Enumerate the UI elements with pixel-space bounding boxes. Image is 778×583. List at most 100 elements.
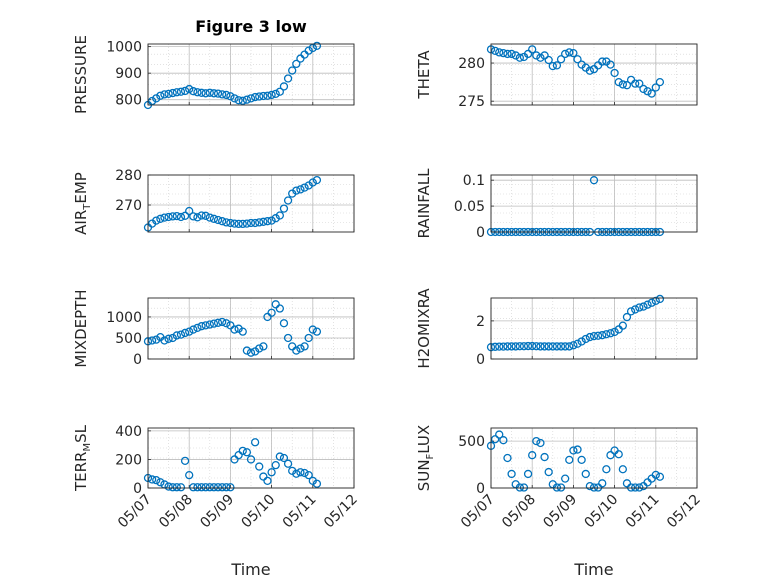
data-point [283, 333, 293, 343]
y-tick-label: 1000 [106, 40, 142, 56]
data-point [172, 88, 181, 97]
data-point [536, 53, 545, 62]
data-point [631, 305, 640, 314]
data-point [589, 331, 599, 341]
data-point [213, 215, 223, 225]
y-tick-label: 200 [115, 452, 142, 468]
data-point [242, 219, 252, 228]
panel-mixdepth: 0 500 1000 MIXDEPTH [72, 289, 355, 368]
data-point [164, 89, 173, 99]
data-point [189, 212, 198, 221]
x-tick-label: 05/12 [321, 492, 361, 532]
data-point [292, 59, 301, 69]
data-point [511, 51, 520, 60]
data-point [495, 430, 504, 439]
data-point [185, 327, 194, 336]
data-point [503, 453, 512, 463]
data-point [193, 483, 202, 492]
data-point [226, 92, 235, 101]
data-point [197, 322, 206, 331]
data-point [164, 334, 173, 343]
data-point [189, 325, 198, 334]
data-point [635, 303, 644, 312]
data-point [185, 206, 194, 216]
data-point [308, 325, 317, 334]
data-point [585, 332, 595, 342]
data-point [499, 436, 508, 445]
data-point [176, 483, 186, 492]
data-point [218, 317, 227, 327]
data-point [238, 96, 247, 105]
data-point [602, 330, 611, 339]
panel-pressure: 800 900 1000 PRESSURE [72, 35, 355, 114]
data-point [561, 342, 570, 351]
data-point [189, 87, 198, 96]
data-point [581, 334, 590, 344]
y-tick-label: 0 [476, 225, 485, 241]
data-point [147, 336, 157, 345]
x-axis-label-right: Time [573, 560, 613, 579]
x-tick-label: 05/09 [540, 492, 580, 532]
data-point [614, 77, 623, 87]
data-point [585, 66, 595, 75]
data-point [234, 450, 243, 460]
data-point [655, 77, 665, 87]
y-tick-label: 0 [476, 481, 485, 497]
y-tick-label: 0.1 [463, 173, 485, 189]
data-point [300, 468, 309, 478]
data-point [631, 79, 640, 88]
data-point [201, 211, 210, 220]
data-point [552, 61, 562, 70]
data-point [259, 342, 268, 351]
data-point [259, 91, 268, 101]
data-point [250, 438, 260, 447]
x-tick-label: 05/11 [280, 492, 320, 532]
data-point [172, 211, 181, 221]
y-axis-label: THETA [415, 50, 433, 100]
data-point [279, 319, 289, 328]
data-point [275, 211, 284, 220]
data-point [519, 342, 529, 351]
data-point [267, 216, 276, 225]
data-point [312, 41, 322, 51]
data-point [561, 49, 570, 59]
data-point [209, 214, 219, 223]
data-point [643, 87, 652, 96]
data-point [631, 483, 640, 492]
data-point [180, 456, 190, 466]
x-tick-label: 05/07 [115, 492, 155, 532]
y-axis-label: SUNFLUX [415, 425, 436, 491]
data-point [218, 90, 227, 99]
data-point [180, 328, 190, 338]
y-tick-label: 500 [115, 331, 142, 347]
data-point [152, 335, 161, 344]
data-point [226, 218, 235, 228]
data-point [552, 342, 562, 351]
data-point [304, 470, 313, 480]
data-point [548, 342, 557, 351]
y-axis-label: H2OMIXRA [415, 288, 433, 369]
data-point [296, 344, 305, 353]
data-point [205, 483, 214, 492]
data-point [647, 298, 656, 307]
data-point [639, 84, 648, 94]
data-point [569, 446, 578, 455]
data-point [255, 344, 264, 353]
data-point [585, 481, 595, 491]
data-point [230, 94, 239, 103]
data-point [193, 323, 202, 333]
data-point [242, 448, 252, 457]
data-point [246, 455, 256, 464]
data-point [213, 318, 223, 327]
y-axis-label: PRESSURE [72, 35, 90, 114]
data-point [230, 219, 239, 228]
y-tick-label: 2 [476, 314, 485, 330]
data-point [589, 176, 599, 185]
data-point [610, 327, 619, 337]
data-point [283, 74, 293, 83]
data-point [279, 82, 289, 91]
data-point [548, 61, 557, 71]
y-axis-label: RAINFALL [415, 168, 433, 239]
data-point [292, 346, 301, 355]
data-point [271, 214, 280, 223]
